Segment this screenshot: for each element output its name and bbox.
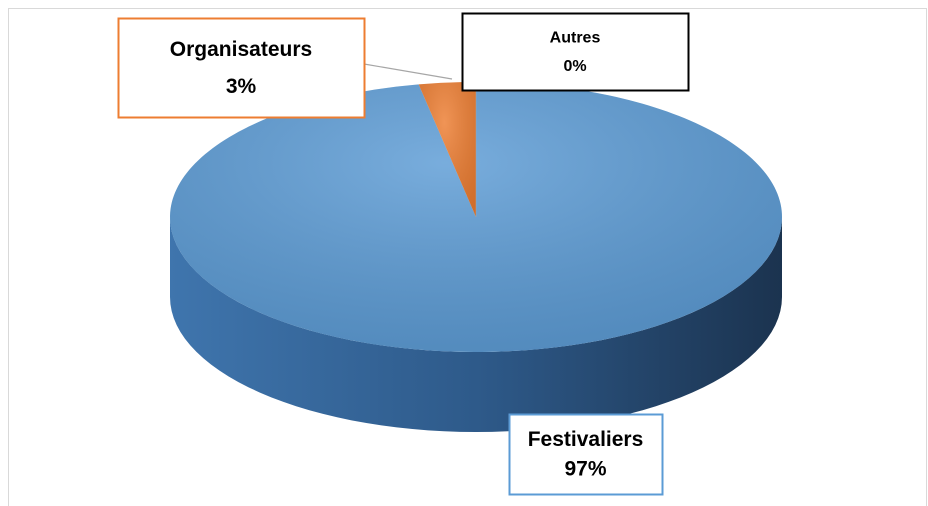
label-value: 3% bbox=[226, 75, 257, 98]
data-labels: Festivaliers 97% Organisateurs 3% Autres 0% bbox=[117, 12, 690, 496]
chart-frame bbox=[8, 8, 927, 506]
label-name: Festivaliers bbox=[528, 428, 644, 451]
label-box bbox=[508, 413, 664, 496]
label-name: Autres bbox=[550, 30, 601, 47]
label-value: 0% bbox=[563, 58, 586, 75]
leader-line bbox=[363, 63, 453, 80]
label-box bbox=[461, 12, 690, 92]
label-name: Organisateurs bbox=[170, 38, 312, 61]
pie-side bbox=[170, 217, 782, 432]
label-box bbox=[117, 17, 366, 119]
label-value: 97% bbox=[564, 458, 606, 481]
pie-sides bbox=[170, 217, 782, 432]
pie-tops bbox=[170, 82, 782, 352]
